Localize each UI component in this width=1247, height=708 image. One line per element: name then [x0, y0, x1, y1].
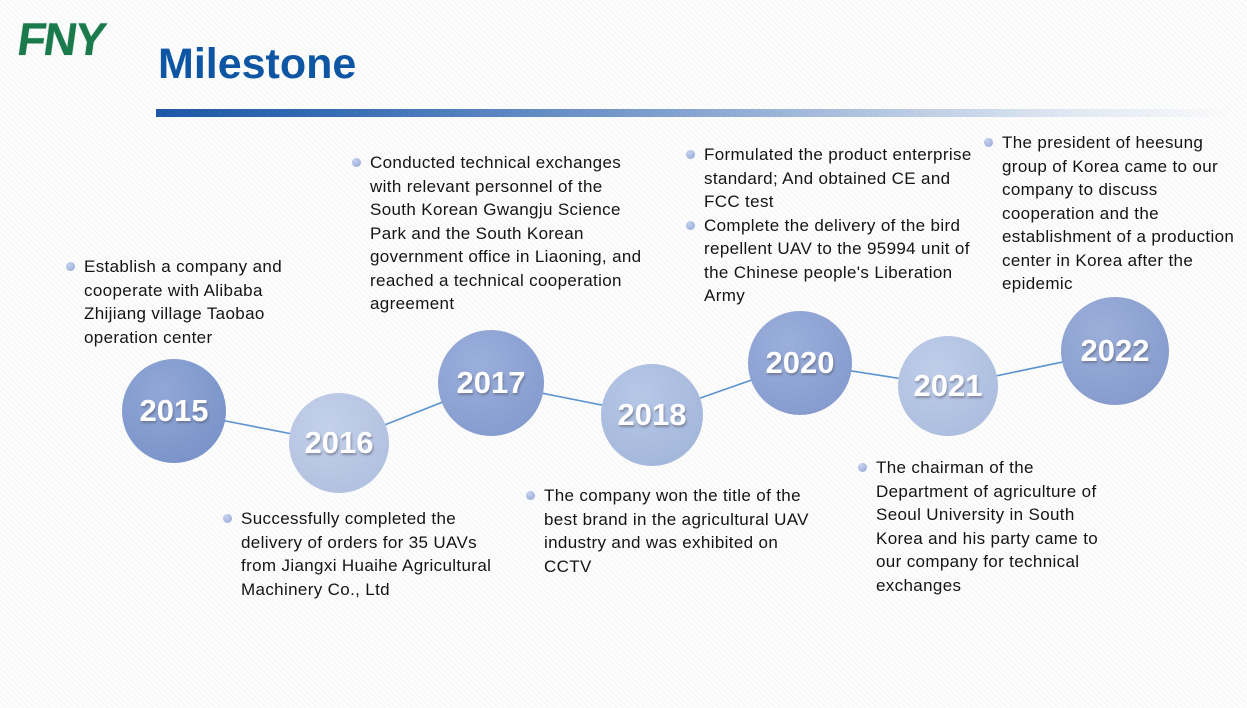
year-circle-2020: 2020 — [748, 311, 852, 415]
note-2020: Formulated the product enterprise standa… — [686, 143, 984, 308]
note-2017-item: Conducted technical exchanges with relev… — [352, 151, 642, 316]
year-label-2016: 2016 — [304, 425, 374, 460]
bullet-icon — [858, 463, 867, 472]
note-2015-text: Establish a company and cooperate with A… — [84, 257, 282, 347]
bullet-icon — [984, 138, 993, 147]
year-label-2015: 2015 — [139, 393, 209, 428]
note-2016: Successfully completed the delivery of o… — [223, 507, 499, 601]
note-2022-text: The president of heesung group of Korea … — [1002, 133, 1235, 293]
bullet-icon — [352, 158, 361, 167]
note-2020-item-2: Complete the delivery of the bird repell… — [686, 214, 984, 308]
note-2016-text: Successfully completed the delivery of o… — [241, 509, 492, 599]
year-circle-2022: 2022 — [1061, 297, 1169, 405]
note-2021-text: The chairman of the Department of agricu… — [876, 458, 1099, 595]
note-2021-item: The chairman of the Department of agricu… — [858, 456, 1116, 597]
bullet-icon — [223, 514, 232, 523]
title-underline-gradient — [156, 109, 1241, 117]
year-label-2022: 2022 — [1080, 333, 1150, 368]
year-label-2020: 2020 — [765, 345, 835, 380]
bullet-icon — [66, 262, 75, 271]
note-2021: The chairman of the Department of agricu… — [858, 456, 1116, 597]
note-2015-item: Establish a company and cooperate with A… — [66, 255, 296, 349]
note-2016-item: Successfully completed the delivery of o… — [223, 507, 499, 601]
page-title: Milestone — [158, 40, 357, 88]
bullet-icon — [526, 491, 535, 500]
note-2020-item-1: Formulated the product enterprise standa… — [686, 143, 984, 214]
note-2020-text-1: Formulated the product enterprise standa… — [704, 145, 972, 211]
year-circle-2021: 2021 — [898, 336, 998, 436]
year-circle-2016: 2016 — [289, 393, 389, 493]
note-2022: The president of heesung group of Korea … — [984, 131, 1237, 296]
note-2018-text: The company won the title of the best br… — [544, 486, 809, 576]
year-label-2021: 2021 — [913, 368, 983, 403]
bullet-icon — [686, 150, 695, 159]
note-2022-item: The president of heesung group of Korea … — [984, 131, 1237, 296]
note-2017: Conducted technical exchanges with relev… — [352, 151, 642, 316]
note-2015: Establish a company and cooperate with A… — [66, 255, 296, 349]
year-circle-2017: 2017 — [438, 330, 544, 436]
note-2020-text-2: Complete the delivery of the bird repell… — [704, 215, 970, 306]
year-label-2018: 2018 — [617, 397, 687, 432]
note-2018-item: The company won the title of the best br… — [526, 484, 809, 578]
note-2017-text: Conducted technical exchanges with relev… — [370, 153, 642, 313]
year-label-2017: 2017 — [456, 365, 526, 400]
year-circle-2018: 2018 — [601, 364, 703, 466]
note-2018: The company won the title of the best br… — [526, 484, 809, 578]
year-circle-2015: 2015 — [122, 359, 226, 463]
bullet-icon — [686, 220, 695, 230]
